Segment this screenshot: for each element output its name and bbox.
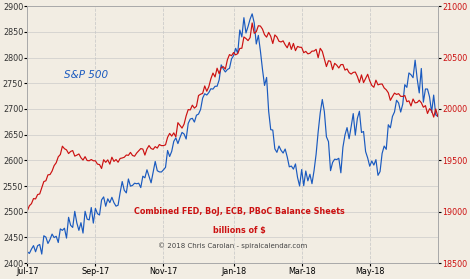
Text: Combined FED, BoJ, ECB, PBoC Balance Sheets: Combined FED, BoJ, ECB, PBoC Balance She… (134, 207, 345, 216)
Text: S&P 500: S&P 500 (64, 70, 109, 80)
Text: © 2018 Chris Carolan - spiralcalendar.com: © 2018 Chris Carolan - spiralcalendar.co… (158, 242, 307, 249)
Text: billions of $: billions of $ (213, 226, 266, 235)
